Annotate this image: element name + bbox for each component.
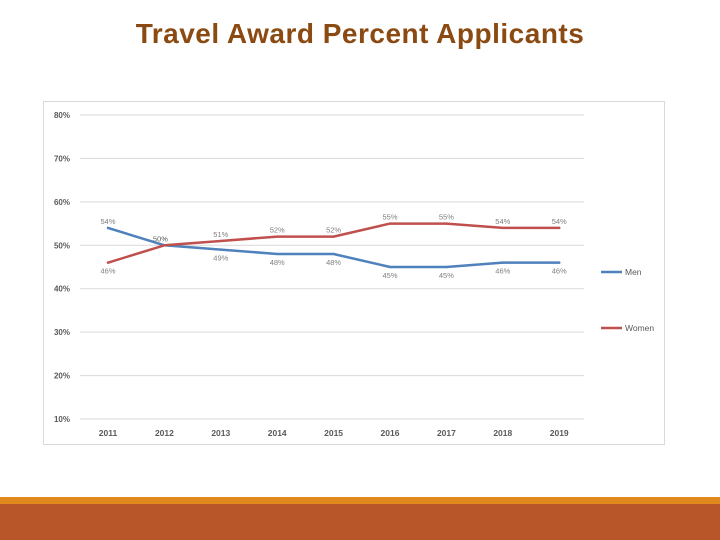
data-point <box>558 261 561 264</box>
chart-frame: 10% 20% 30% 40% 50% 60% 70% 80% 2011 2012 2013 2014… <box>43 101 665 445</box>
y-tick-label: 10% <box>54 415 70 424</box>
data-label: 45% <box>439 271 454 280</box>
data-label: 48% <box>270 258 285 267</box>
data-point <box>501 226 504 230</box>
data-label: 52% <box>326 226 341 235</box>
x-tick-label: 2016 <box>381 428 400 438</box>
legend-label: Women <box>625 323 654 333</box>
y-tick-label: 50% <box>54 241 70 250</box>
data-label: 54% <box>100 217 115 226</box>
y-tick-label: 40% <box>54 285 70 294</box>
data-point <box>388 265 392 269</box>
line-chart: 10% 20% 30% 40% 50% 60% 70% 80% 2011 2012 2013 2014… <box>54 111 654 438</box>
data-label: 55% <box>439 213 454 222</box>
data-point <box>445 265 448 269</box>
x-tick-label: 2015 <box>324 428 343 438</box>
slide-title: Travel Award Percent Applicants <box>135 18 585 49</box>
data-point <box>219 248 222 251</box>
legend-label: Men <box>625 267 642 277</box>
footer-accent-stripe <box>0 497 720 504</box>
data-point <box>106 261 110 264</box>
data-point <box>332 235 335 238</box>
x-tick-label: 2017 <box>437 428 456 438</box>
y-tick-label: 60% <box>54 198 70 207</box>
data-label: 45% <box>382 271 397 280</box>
y-tick-label: 70% <box>54 154 70 163</box>
data-label: 51% <box>213 230 228 239</box>
y-tick-label: 80% <box>54 111 70 120</box>
data-point <box>445 222 448 225</box>
data-label: 50% <box>153 234 168 243</box>
x-tick-label: 2014 <box>268 428 287 438</box>
x-tick-label: 2013 <box>211 428 230 438</box>
y-tick-label: 30% <box>54 328 70 337</box>
data-label: 48% <box>326 258 341 267</box>
footer-bar <box>0 504 720 540</box>
data-label: 46% <box>552 267 567 276</box>
data-point <box>106 226 110 230</box>
data-point <box>219 239 222 243</box>
data-point <box>388 222 392 225</box>
data-point <box>276 252 279 256</box>
data-label: 49% <box>213 254 228 263</box>
y-tick-label: 20% <box>54 372 70 381</box>
x-tick-label: 2018 <box>493 428 512 438</box>
data-point <box>276 235 279 238</box>
data-point <box>558 226 561 230</box>
data-label: 54% <box>552 217 567 226</box>
data-point <box>163 244 166 247</box>
data-label: 50% <box>153 234 168 243</box>
x-tick-label: 2011 <box>99 428 118 438</box>
data-point <box>501 261 504 264</box>
data-label: 46% <box>495 267 510 276</box>
data-label: 55% <box>382 213 397 222</box>
data-label: 46% <box>100 267 115 276</box>
x-tick-label: 2012 <box>155 428 174 438</box>
data-point <box>332 252 335 256</box>
x-tick-label: 2019 <box>550 428 569 438</box>
data-label: 54% <box>495 217 510 226</box>
data-label: 52% <box>270 226 285 235</box>
